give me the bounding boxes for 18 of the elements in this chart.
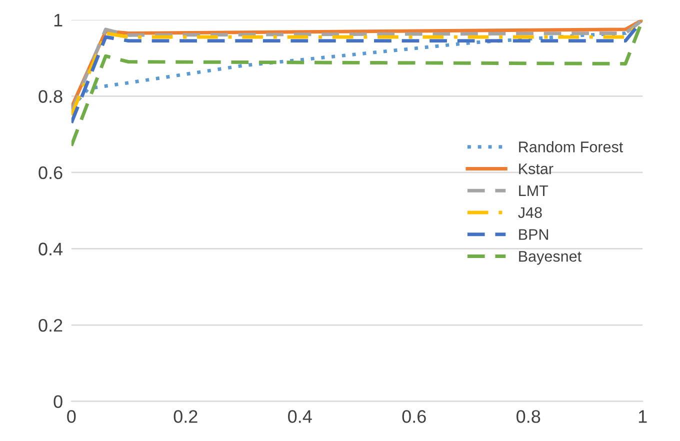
- x-tick-label: 0: [67, 410, 76, 423]
- y-tick-label: 0.2: [38, 318, 62, 332]
- x-tick-label: 0.8: [516, 410, 540, 423]
- y-tick-label: 1: [54, 14, 62, 26]
- legend-label: Bayesnet: [519, 251, 582, 265]
- x-tick-label: 1: [638, 410, 647, 423]
- y-tick-label: 0.4: [38, 242, 63, 256]
- y-tick-label: 0.6: [38, 166, 62, 180]
- y-tick-label: 0: [54, 395, 62, 408]
- x-tick-label: 0.2: [174, 410, 198, 423]
- legend-label: Kstar: [519, 164, 554, 174]
- legend-label: BPN: [519, 229, 548, 240]
- y-tick-label: 0.8: [38, 90, 62, 103]
- legend-label: J48: [518, 207, 542, 218]
- x-tick-label: 0.4: [288, 410, 312, 423]
- legend-label: Random Forest: [519, 141, 624, 152]
- legend-label: LMT: [519, 185, 548, 196]
- x-tick-label: 0.6: [402, 410, 426, 423]
